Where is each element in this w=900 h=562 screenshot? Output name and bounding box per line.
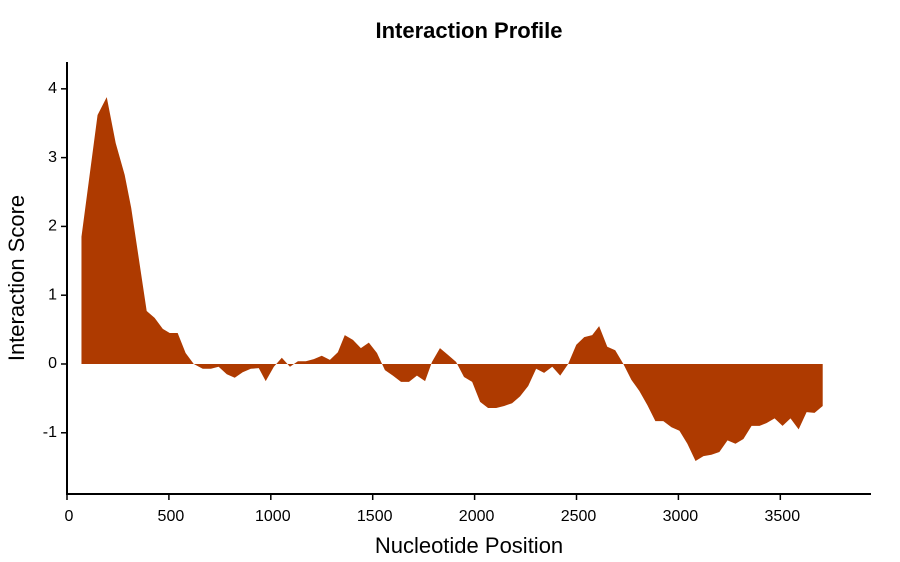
- x-tick-label: 1000: [255, 508, 291, 525]
- x-tick-label: 2500: [561, 508, 597, 525]
- y-tick-label: 2: [48, 218, 57, 235]
- area: [81, 97, 823, 461]
- y-tick-label: 4: [48, 80, 57, 97]
- chart-title: Interaction Profile: [375, 18, 562, 43]
- x-tick-label: 1500: [357, 508, 393, 525]
- y-tick-label: -1: [43, 424, 57, 441]
- y-axis-label: Interaction Score: [4, 195, 29, 361]
- x-axis-label: Nucleotide Position: [375, 533, 563, 558]
- x-tick-label: 3000: [663, 508, 699, 525]
- y-tick-label: 1: [48, 286, 57, 303]
- y-tick-label: 0: [48, 355, 57, 372]
- y-tick-label: 3: [48, 149, 57, 166]
- x-tick-label: 3500: [765, 508, 801, 525]
- x-tick-label: 500: [158, 508, 185, 525]
- x-tick-label: 2000: [459, 508, 495, 525]
- x-tick-label: 0: [65, 508, 74, 525]
